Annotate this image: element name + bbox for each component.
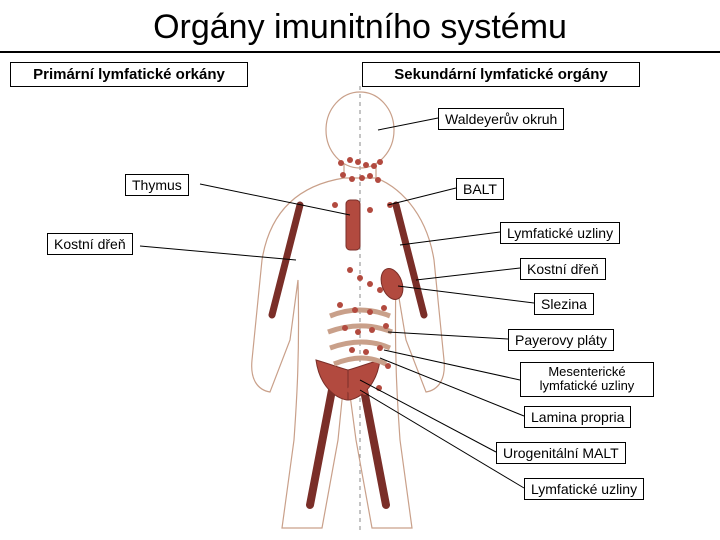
label-slezina: Slezina	[534, 293, 594, 315]
label-lymf_uzliny2: Lymfatické uzliny	[524, 478, 644, 500]
body-diagram	[0, 60, 720, 540]
label-lamina: Lamina propria	[524, 406, 631, 428]
label-payer: Payerovy pláty	[508, 329, 614, 351]
label-mesenter: Mesenterickélymfatické uzliny	[520, 362, 654, 397]
primary-header: Primární lymfatické orkány	[10, 62, 248, 87]
label-kostni-dren-left: Kostní dřeň	[47, 233, 133, 255]
label-waldeyer: Waldeyerův okruh	[438, 108, 564, 130]
label-lymf_uzliny1: Lymfatické uzliny	[500, 222, 620, 244]
secondary-header: Sekundární lymfatické orgány	[362, 62, 640, 87]
label-kostni_dren_r: Kostní dřeň	[520, 258, 606, 280]
label-thymus: Thymus	[125, 174, 189, 196]
page-title: Orgány imunitního systému	[0, 8, 720, 53]
label-balt: BALT	[456, 178, 504, 200]
label-urogen: Urogenitální MALT	[496, 442, 626, 464]
